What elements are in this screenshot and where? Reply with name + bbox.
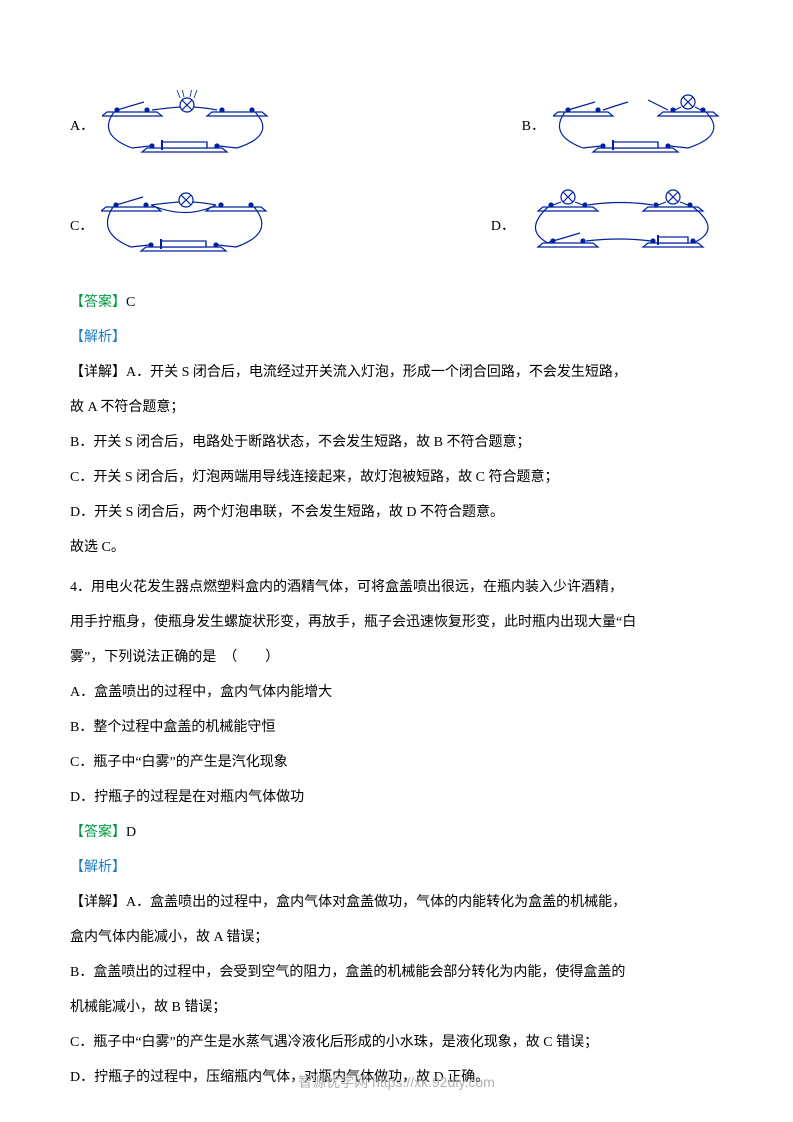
option-label-b: B． — [522, 115, 545, 165]
q4-opt-b: B．整个过程中盒盖的机械能守恒 — [70, 710, 723, 745]
q4-stem1: 4．用电火花发生器点燃塑料盒内的酒精气体，可将盒盖喷出很远，在瓶内装入少许酒精， — [70, 570, 723, 605]
option-d: D． — [491, 185, 723, 265]
q3-detail-a2: 故 A 不符合题意； — [70, 390, 723, 425]
q4-detail-b: B．盒盖喷出的过程中，会受到空气的阻力，盒盖的机械能会部分转化为内能，使得盒盖的 — [70, 955, 723, 990]
option-label-a: A． — [70, 115, 94, 165]
q4-detail-c: C．瓶子中“白雾”的产生是水蒸气遇冷液化后形成的小水珠，是液化现象，故 C 错误… — [70, 1025, 723, 1060]
circuit-diagram-a — [102, 90, 272, 165]
circuit-options-grid: A． — [70, 90, 723, 265]
q3-answer-value: C — [126, 295, 135, 310]
q3-detail-a: 【详解】A．开关 S 闭合后，电流经过开关流入灯泡，形成一个闭合回路，不会发生短… — [70, 355, 723, 390]
q3-conclusion: 故选 C。 — [70, 530, 723, 565]
q3-detail-c: C．开关 S 闭合后，灯泡两端用导线连接起来，故灯泡被短路，故 C 符合题意； — [70, 460, 723, 495]
answer-label: 【答案】 — [70, 295, 126, 310]
answer-label: 【答案】 — [70, 825, 126, 840]
q4-opt-d: D．拧瓶子的过程是在对瓶内气体做功 — [70, 780, 723, 815]
q3-analysis-label: 【解析】 — [70, 320, 723, 355]
q4-opt-c: C．瓶子中“白雾”的产生是汽化现象 — [70, 745, 723, 780]
option-label-d: D． — [491, 215, 515, 265]
q4-block: 4．用电火花发生器点燃塑料盒内的酒精气体，可将盒盖喷出很远，在瓶内装入少许酒精，… — [70, 570, 723, 1095]
option-label-c: C． — [70, 215, 93, 265]
q4-answer-line: 【答案】D — [70, 815, 723, 850]
q4-detail-a2: 盒内气体内能减小，故 A 错误； — [70, 920, 723, 955]
q3-detail-d: D．开关 S 闭合后，两个灯泡串联，不会发生短路，故 D 不符合题意。 — [70, 495, 723, 530]
q4-stem3: 雾”，下列说法正确的是 （ ） — [70, 640, 723, 675]
q3-detail-b: B．开关 S 闭合后，电路处于断路状态，不会发生短路，故 B 不符合题意； — [70, 425, 723, 460]
q4-stem2: 用手拧瓶身，使瓶身发生螺旋状形变，再放手，瓶子会迅速恢复形变，此时瓶内出现大量“… — [70, 605, 723, 640]
q4-detail-a: 【详解】A．盒盖喷出的过程中，盒内气体对盒盖做功，气体的内能转化为盒盖的机械能， — [70, 885, 723, 920]
options-row-2: C． — [70, 185, 723, 265]
q3-solution: 【答案】C 【解析】 【详解】A．开关 S 闭合后，电流经过开关流入灯泡，形成一… — [70, 285, 723, 565]
circuit-diagram-c — [101, 185, 271, 265]
circuit-diagram-b — [553, 90, 723, 165]
option-c: C． — [70, 185, 271, 265]
q3-answer-line: 【答案】C — [70, 285, 723, 320]
q4-analysis-label: 【解析】 — [70, 850, 723, 885]
circuit-diagram-d — [523, 185, 723, 265]
q4-opt-a: A．盒盖喷出的过程中，盒内气体内能增大 — [70, 675, 723, 710]
options-row-1: A． — [70, 90, 723, 165]
option-a: A． — [70, 90, 272, 165]
watermark: 智源优学网 https://xk.92diy.com — [0, 1072, 793, 1092]
option-b: B． — [522, 90, 723, 165]
q4-answer-value: D — [126, 825, 136, 840]
q4-detail-b2: 机械能减小，故 B 错误； — [70, 990, 723, 1025]
